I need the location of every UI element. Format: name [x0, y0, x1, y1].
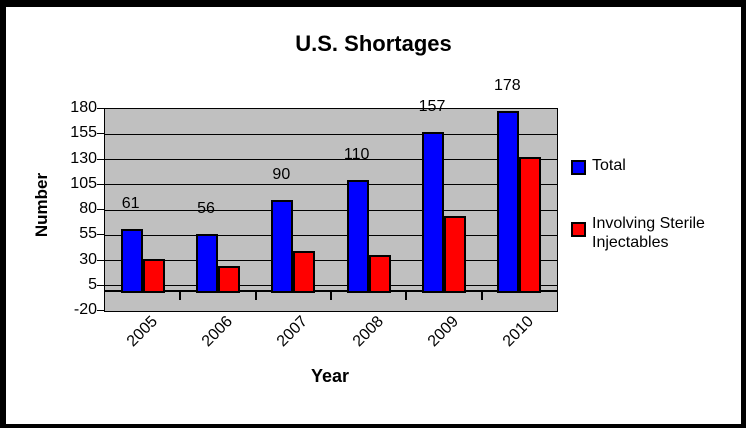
y-tick-label: -20	[73, 301, 97, 318]
legend-label: Involving Sterile Injectables	[592, 215, 705, 251]
chart-canvas: U.S. Shortages Number Year 180 155 130 105 8…	[6, 7, 741, 424]
bar-sterile-injectables	[142, 259, 165, 293]
bar-total	[422, 132, 444, 293]
y-axis-tick	[97, 234, 104, 236]
x-axis-tick	[480, 290, 483, 300]
x-axis-tick	[254, 290, 257, 300]
bar-total	[346, 179, 369, 293]
legend-marker-sterile-injectables	[571, 222, 586, 237]
y-tick-label: 55	[79, 225, 97, 243]
gridline	[105, 285, 557, 287]
plot-area	[104, 108, 558, 312]
legend-label: Total	[592, 157, 626, 174]
gridline	[105, 260, 557, 261]
x-axis-tick	[330, 290, 332, 300]
x-category-label: 2009	[424, 313, 463, 351]
bar-data-label: 61	[121, 195, 140, 213]
x-axis-title: Year	[310, 366, 350, 386]
bar-sterile-injectables	[218, 265, 240, 293]
y-axis-tick	[97, 310, 104, 311]
bar-data-label: 178	[493, 77, 521, 95]
y-tick-label: 80	[79, 200, 97, 217]
gridline	[105, 184, 557, 186]
x-category-label: 2010	[500, 313, 538, 351]
y-axis-tick	[97, 133, 104, 135]
y-axis-tick	[97, 158, 104, 160]
bar-data-label: 56	[197, 200, 215, 218]
y-tick-label: 180	[70, 99, 97, 116]
bar-total	[196, 234, 218, 293]
x-axis-tick	[179, 290, 182, 300]
bar-sterile-injectables	[519, 157, 542, 293]
x-axis-tick	[405, 290, 408, 300]
y-axis-tick	[97, 284, 104, 286]
y-tick-label: 30	[79, 250, 97, 268]
x-category-label: 2006	[198, 313, 237, 351]
gridline	[105, 159, 557, 160]
bar-total	[120, 229, 143, 293]
y-axis-tick	[97, 183, 104, 185]
y-tick-label: 105	[70, 174, 97, 192]
bar-sterile-injectables	[444, 216, 466, 293]
y-tick-label: 5	[88, 275, 97, 293]
y-axis-tick	[97, 259, 104, 261]
y-axis-tick	[97, 209, 104, 210]
x-category-label: 2005	[123, 313, 161, 351]
y-axis-tick	[97, 108, 104, 109]
x-category-label: 2008	[349, 313, 387, 351]
gridline	[105, 209, 557, 211]
bar-total	[271, 199, 294, 293]
legend-marker-total	[571, 160, 586, 175]
y-tick-label: 130	[70, 149, 97, 167]
bar-total	[497, 111, 520, 293]
bar-data-label: 157	[418, 98, 446, 116]
bar-data-label: 110	[343, 145, 370, 163]
chart-title: U.S. Shortages	[295, 31, 452, 56]
bar-sterile-injectables	[293, 251, 316, 293]
gridline	[105, 234, 557, 236]
bar-sterile-injectables	[368, 255, 391, 293]
y-tick-label: 155	[70, 124, 97, 142]
x-category-label: 2007	[274, 313, 312, 351]
bar-data-label: 90	[272, 165, 291, 183]
gridline	[105, 133, 557, 135]
